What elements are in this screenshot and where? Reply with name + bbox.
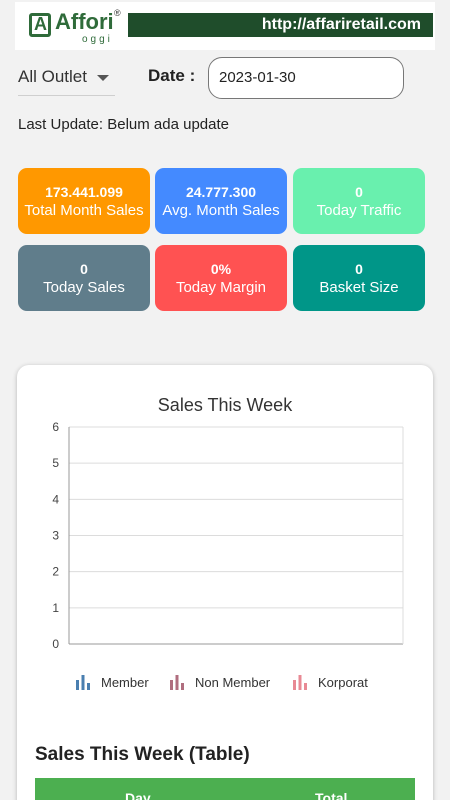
chart-title: Sales This Week <box>157 395 293 415</box>
legend-korporat-label: Korporat <box>318 675 368 690</box>
legend-member-icon <box>76 675 90 690</box>
tile-label: Today Traffic <box>316 202 402 219</box>
y-tick-label: 3 <box>52 529 59 543</box>
date-label: Date : <box>148 66 196 85</box>
outlet-selected-value: All Outlet <box>18 67 87 86</box>
legend-non-member-label: Non Member <box>195 675 271 690</box>
column-header-total: Total <box>315 790 348 800</box>
legend-non-member-icon <box>170 675 184 690</box>
logo-text: Affori <box>55 9 114 34</box>
last-update-text: Last Update: Belum ada update <box>18 116 229 133</box>
affari-logo: A Affori ® oggi <box>29 8 124 47</box>
sales-chart-card: Sales This Week 0 1 2 3 4 5 6 Member Non Membe… <box>17 365 433 800</box>
tile-today-traffic[interactable]: 0 Today Traffic <box>293 168 425 234</box>
tile-basket-size[interactable]: 0 Basket Size <box>293 245 425 311</box>
date-field[interactable]: 2023-01-30 <box>208 57 404 99</box>
tile-label: Total Month Sales <box>24 202 144 219</box>
tile-value: 24.777.300 <box>185 184 257 200</box>
y-tick-label: 4 <box>52 492 59 506</box>
column-header-day: Day <box>125 790 151 800</box>
tile-value: 0 <box>355 184 363 200</box>
legend-member-label: Member <box>101 675 149 690</box>
y-tick-label: 5 <box>52 456 59 470</box>
app-header: A Affori ® oggi http://affariretail.com <box>15 2 435 50</box>
chevron-down-icon <box>97 75 109 81</box>
table-title: Sales This Week (Table) <box>35 744 250 765</box>
website-url[interactable]: http://affariretail.com <box>128 13 433 37</box>
logo-mark-icon: A <box>29 13 51 37</box>
y-tick-label: 2 <box>52 565 59 579</box>
tile-label: Today Margin <box>175 279 267 296</box>
tile-value: 0% <box>210 261 232 277</box>
sales-week-chart: 0 1 2 3 4 5 6 <box>52 420 404 651</box>
legend-korporat-icon <box>293 675 307 690</box>
logo-registered-mark: ® <box>114 8 121 18</box>
y-tick-label: 1 <box>52 601 59 615</box>
tile-label: Basket Size <box>319 279 399 296</box>
tile-value: 173.441.099 <box>45 184 123 200</box>
tile-label: Avg. Month Sales <box>162 202 280 219</box>
tile-label: Today Sales <box>43 279 125 296</box>
tile-avg-month-sales[interactable]: 24.777.300 Avg. Month Sales <box>155 168 287 234</box>
tile-value: 0 <box>355 261 363 277</box>
y-tick-label: 6 <box>52 420 59 434</box>
tile-total-month-sales[interactable]: 173.441.099 Total Month Sales <box>18 168 150 234</box>
table-header-row: Day Total <box>35 778 415 800</box>
outlet-dropdown[interactable]: All Outlet <box>18 62 115 96</box>
tile-today-sales[interactable]: 0 Today Sales <box>18 245 150 311</box>
tile-today-margin[interactable]: 0% Today Margin <box>155 245 287 311</box>
tile-value: 0 <box>80 261 88 277</box>
y-tick-label: 0 <box>52 637 59 651</box>
logo-subtext: oggi <box>82 34 113 45</box>
